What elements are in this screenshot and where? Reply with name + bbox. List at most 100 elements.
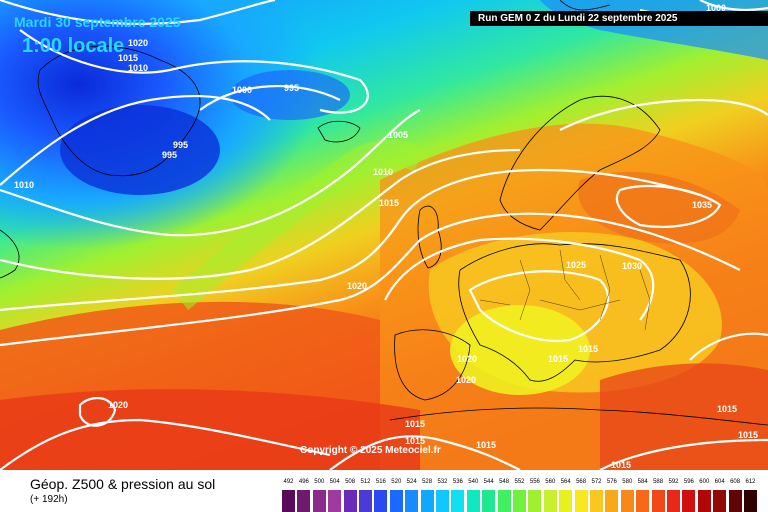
scale-swatch	[620, 490, 634, 512]
scale-swatch	[713, 490, 727, 512]
scale-swatch	[282, 490, 295, 512]
scale-value: 504	[329, 479, 340, 485]
isobar-label: 1035	[692, 200, 713, 210]
scale-swatch	[651, 490, 665, 512]
east-red	[600, 363, 768, 470]
forecast-map: 1020 1015 1010 1000 995 995 995 1010 100…	[0, 0, 768, 470]
scale-value: 608	[730, 479, 741, 485]
isobar-label: 995	[162, 150, 178, 160]
scale-value: 500	[314, 479, 325, 485]
scale-swatch	[682, 490, 696, 512]
scale-swatch	[374, 490, 388, 512]
scale-value: 584	[637, 479, 648, 485]
isobar-label: 1020	[347, 281, 368, 291]
forecast-date: Mardi 30 septembre 2025	[14, 14, 181, 30]
run-info: Run GEM 0 Z du Lundi 22 septembre 2025	[470, 11, 768, 26]
scale-swatch	[466, 490, 480, 512]
scale-swatch	[513, 490, 526, 512]
scale-value: 560	[545, 479, 556, 485]
low-core-2	[230, 70, 350, 120]
isobar-label: 1015	[611, 460, 632, 470]
scale-value: 532	[437, 479, 448, 485]
scandinavia-coast	[499, 95, 661, 231]
scale-swatch	[405, 490, 419, 512]
scale-swatch	[297, 490, 311, 512]
isobar-label: 1020	[457, 354, 478, 364]
scale-swatch	[389, 490, 403, 512]
isobar-label: 995	[173, 140, 189, 150]
britain-coast	[417, 205, 442, 269]
isobar-label: 1025	[566, 260, 587, 270]
map-title: Géop. Z500 & pression au sol	[30, 476, 216, 492]
scale-value: 492	[283, 479, 294, 485]
copyright-text: Copyright © 2025 Meteociel.fr	[300, 445, 441, 456]
scale-swatch	[343, 490, 357, 512]
forecast-time: 1:00 locale	[22, 35, 125, 57]
isobar-label: 1015	[738, 430, 759, 440]
scale-value: 596	[683, 479, 694, 485]
scale-value: 528	[422, 479, 433, 485]
scale-swatch	[497, 490, 511, 512]
isobar-lines	[0, 0, 768, 470]
scale-value: 604	[714, 479, 725, 485]
isobar-label: 1015	[405, 436, 426, 446]
isobar-label: 1015	[548, 354, 569, 364]
scale-value: 576	[606, 479, 617, 485]
scale-value: 520	[391, 479, 402, 485]
scale-swatch	[543, 490, 557, 512]
scale-swatch	[667, 490, 680, 512]
scale-value: 592	[668, 479, 679, 485]
isobar-label: 1030	[622, 261, 643, 271]
scale-value: 536	[452, 479, 463, 485]
isobar-label: 1010	[373, 167, 394, 177]
scale-swatch	[328, 490, 342, 512]
scale-swatch	[451, 490, 465, 512]
scale-swatch	[436, 490, 449, 512]
iceland-coast	[317, 120, 361, 143]
europe-coast	[458, 243, 691, 382]
isobar-label: 1015	[118, 53, 139, 63]
scale-swatch	[559, 490, 573, 512]
greenland-coast	[37, 45, 201, 177]
scale-swatch	[744, 490, 757, 512]
green-band	[171, 139, 426, 310]
scale-value: 564	[560, 479, 571, 485]
country-borders	[479, 249, 651, 331]
isobar-label: 1020	[108, 400, 129, 410]
scale-value: 552	[514, 479, 525, 485]
canada-coast	[0, 229, 20, 279]
scale-swatch	[420, 490, 434, 512]
arctic-islands	[559, 0, 611, 11]
isobar-label: 995	[284, 83, 300, 93]
isobar-label: 1010	[14, 180, 35, 190]
isobar-label: 1005	[388, 130, 409, 140]
isobar-label: 1015	[405, 419, 426, 429]
scale-swatch	[697, 490, 711, 512]
scale-value: 516	[375, 479, 386, 485]
high-core	[450, 305, 590, 395]
scale-swatch	[482, 490, 496, 512]
isobar-label: 1000	[232, 85, 253, 95]
isobar-label: 1015	[379, 198, 400, 208]
scale-value: 572	[591, 479, 602, 485]
scale-value: 508	[345, 479, 356, 485]
scale-value: 548	[499, 479, 510, 485]
isobar-label: 1020	[456, 375, 477, 385]
scale-swatch	[590, 490, 603, 512]
scale-value: 540	[468, 479, 479, 485]
scale-value: 580	[622, 479, 633, 485]
isobar-label: 1010	[128, 63, 149, 73]
scale-value: 512	[360, 479, 371, 485]
scale-swatch	[605, 490, 619, 512]
scale-value: 588	[653, 479, 664, 485]
scale-swatch	[359, 490, 372, 512]
scale-swatch	[312, 490, 326, 512]
africa-coast	[389, 407, 768, 426]
scale-swatch	[574, 490, 588, 512]
scale-value: 612	[745, 479, 756, 485]
iberia-coast	[394, 329, 471, 401]
scale-value: 524	[406, 479, 417, 485]
scale-value: 600	[699, 479, 710, 485]
forecast-hour: (+ 192h)	[30, 494, 68, 505]
isobar-label: 1020	[128, 38, 149, 48]
